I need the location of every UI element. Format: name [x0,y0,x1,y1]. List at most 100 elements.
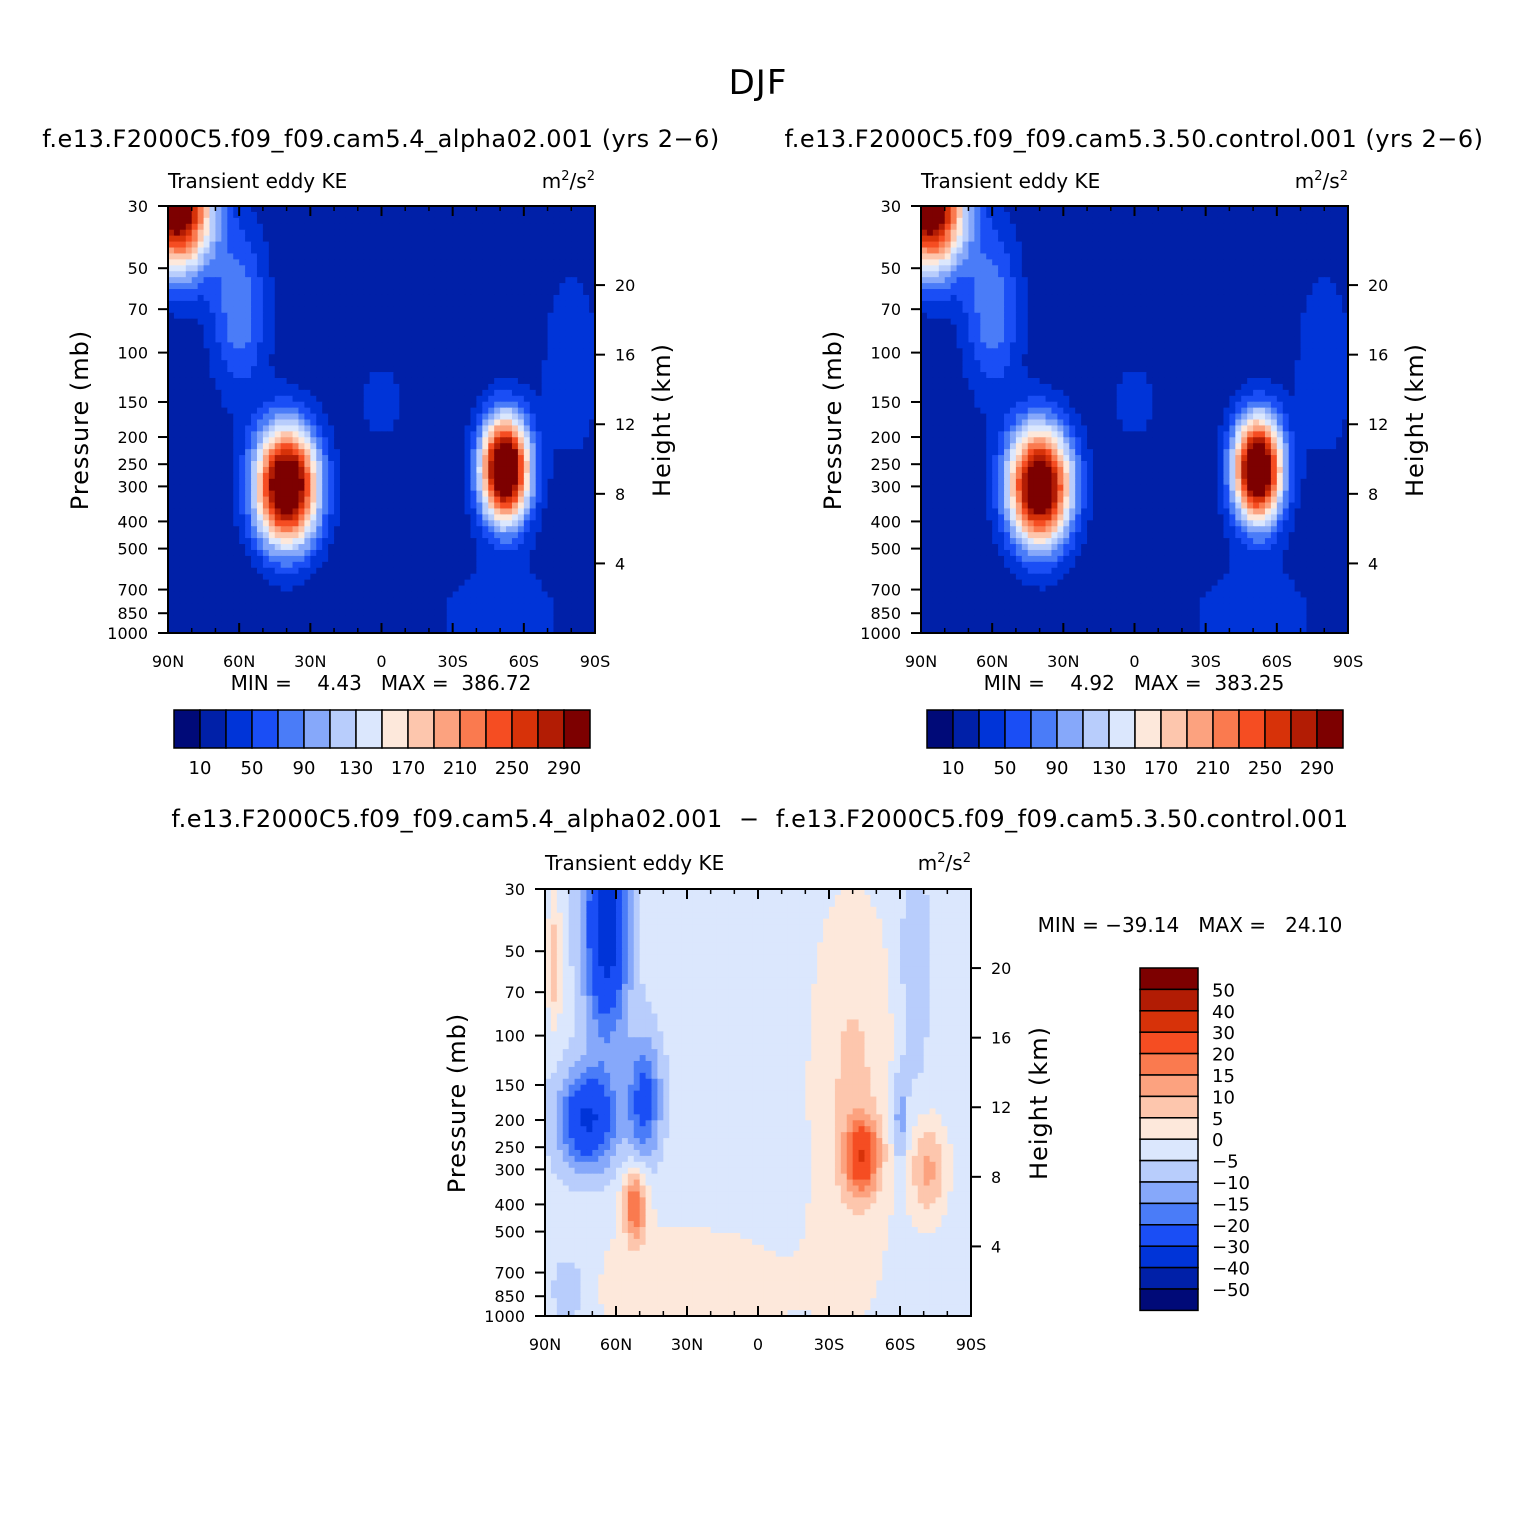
contour-cell [245,241,252,249]
contour-cell [387,324,394,332]
contour-cell [500,561,507,569]
contour-cell [494,372,501,379]
contour-cell [458,223,466,231]
contour-cell [381,206,389,213]
contour-cell [215,217,222,225]
contour-cell [494,603,501,610]
contour-cell [298,318,305,326]
contour-cell [209,312,217,320]
contour-cell [227,538,234,545]
contour-cell [280,461,288,468]
contour-cell [256,573,264,581]
contour-cell [292,336,300,343]
contour-cell [251,401,258,409]
contour-cell [251,478,258,486]
contour-cell [434,223,442,231]
contour-cell [405,472,412,480]
contour-cell [458,549,466,557]
contour-cell [351,206,359,213]
contour-cell [209,395,217,403]
contour-cell [292,247,300,255]
contour-cell [286,247,294,255]
contour-cell [500,502,507,510]
contour-cell [179,585,187,593]
contour-cell [577,597,584,604]
contour-cell [227,544,234,551]
contour-cell [399,538,406,545]
contour-cell [577,466,584,474]
contour-cell [517,591,525,599]
contour-cell [589,247,595,255]
contour-cell [209,532,217,539]
contour-cell [322,300,329,308]
contour-cell [399,407,406,415]
contour-cell [268,206,276,213]
contour-cell [494,484,501,492]
contour-cell [363,532,371,539]
contour-cell [523,555,531,563]
contour-cell [517,289,525,296]
contour-cell [256,419,264,427]
contour-cell [369,490,377,498]
contour-cell [547,360,555,367]
contour-cell [399,289,406,296]
contour-cell [405,377,412,385]
contour-cell [571,449,578,456]
contour-cell [511,484,519,492]
contour-cell [179,223,187,231]
contour-cell [268,484,276,492]
contour-cell [476,585,483,593]
contour-cell [197,294,205,302]
contour-cell [541,544,549,551]
contour-cell [452,544,460,551]
contour-cell [417,573,424,581]
contour-cell [286,609,294,616]
contour-cell [274,211,282,219]
contour-cell [423,401,430,409]
contour-cell [506,253,513,260]
contour-cell [500,247,507,255]
contour-cell [375,324,383,332]
contour-cell [191,318,199,326]
contour-cell [191,277,199,284]
contour-cell [405,306,412,314]
contour-cell [179,532,187,539]
contour-cell [417,366,424,373]
contour-cell [292,567,300,575]
contour-cell [334,544,341,551]
contour-cell [399,259,406,266]
contour-cell [191,271,199,278]
contour-cell [357,330,365,338]
contour-cell [399,490,406,498]
contour-cell [179,300,187,308]
contour-cell [351,466,359,474]
contour-cell [304,271,311,278]
contour-cell [565,271,572,278]
contour-cell [286,455,294,462]
contour-cell [191,383,199,391]
contour-cell [221,265,228,272]
contour-cell [328,377,335,385]
contour-cell [369,544,377,551]
contour-cell [251,484,258,492]
contour-cell [209,294,217,302]
contour-cell [328,383,335,391]
contour-cell [173,544,181,551]
contour-cell [565,289,572,296]
contour-cell [280,455,288,462]
contour-cell [233,336,240,343]
contour-cell [464,478,472,486]
contour-cell [583,478,590,486]
contour-cell [405,348,412,355]
contour-cell [541,419,549,427]
contour-cell [168,229,175,237]
contour-cell [393,294,400,302]
contour-cell [304,508,311,515]
contour-cell [168,579,175,587]
contour-cell [393,573,400,581]
contour-cell [363,514,371,521]
contour-cell [488,573,495,581]
contour-cell [440,544,448,551]
contour-cell [458,247,466,255]
contour-cell [298,306,305,314]
